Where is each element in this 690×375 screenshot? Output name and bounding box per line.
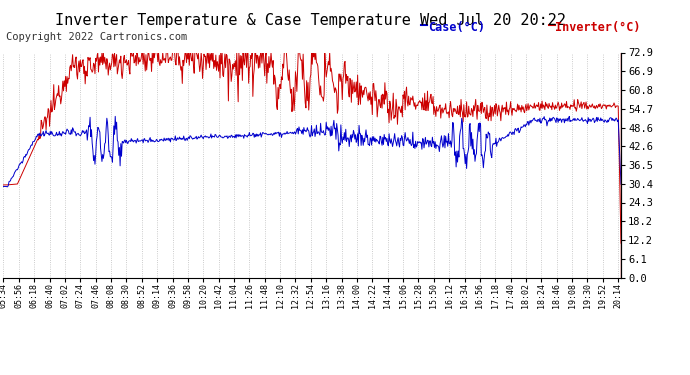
- Text: Copyright 2022 Cartronics.com: Copyright 2022 Cartronics.com: [6, 32, 187, 42]
- Text: Inverter Temperature & Case Temperature Wed Jul 20 20:22: Inverter Temperature & Case Temperature …: [55, 13, 566, 28]
- Text: Inverter(°C): Inverter(°C): [555, 21, 641, 34]
- Text: Case(°C): Case(°C): [428, 21, 485, 34]
